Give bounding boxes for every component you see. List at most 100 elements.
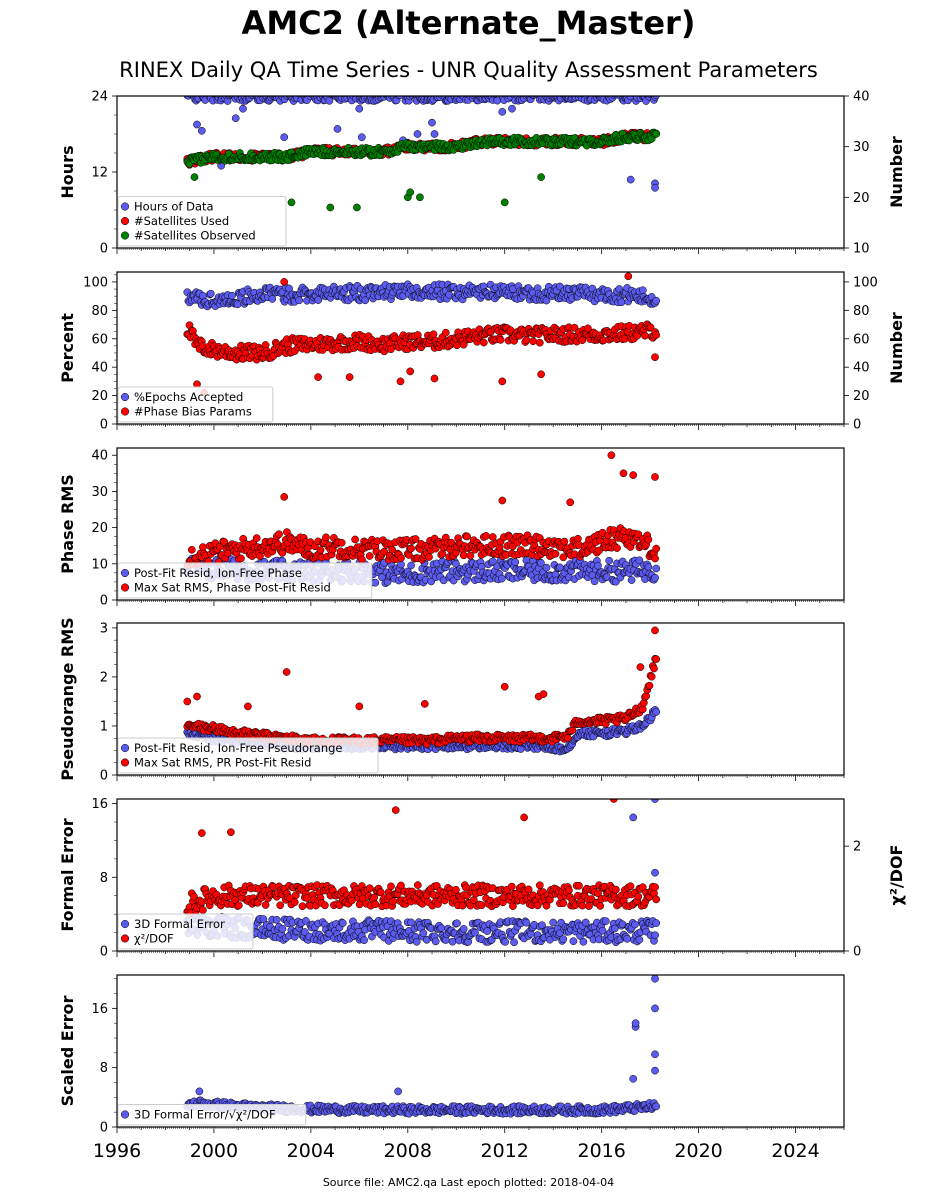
legend-marker	[120, 231, 130, 240]
point-hours-of-data	[540, 88, 547, 95]
point-max-sat-rms-phase-post-fit-resid	[351, 535, 359, 544]
legend-marker	[120, 407, 130, 416]
point-satellites-observed	[190, 173, 199, 181]
point-max-sat-rms-phase-post-fit-resid	[187, 545, 196, 554]
point-phase-bias-params	[529, 337, 537, 346]
y-right-tick-label: 30	[853, 140, 870, 155]
point-max-sat-rms-phase-post-fit-resid	[482, 532, 490, 540]
point-max-sat-rms-phase-post-fit-resid	[488, 533, 497, 541]
point-hours-of-data	[630, 96, 633, 97]
point-max-sat-rms-phase-post-fit-resid	[566, 498, 575, 507]
point-epochs-accepted	[206, 289, 215, 298]
point-hours-of-data	[504, 88, 511, 95]
point-post-fit-resid-ion-free-phase	[511, 558, 520, 566]
point-epochs-accepted	[295, 296, 304, 305]
point-hours-of-data	[316, 88, 323, 95]
legend: %Epochs Accepted#Phase Bias Params	[117, 386, 274, 423]
point-max-sat-rms-phase-post-fit-resid	[397, 554, 405, 562]
legend-entry: #Satellites Used	[134, 214, 229, 228]
point-hours-of-data	[210, 96, 214, 97]
point-hours-of-data	[428, 118, 436, 127]
point-phase-bias-params	[498, 377, 507, 386]
point-phase-bias-params	[441, 328, 450, 337]
y-tick-label: 12	[91, 166, 108, 181]
point-phase-bias-params	[396, 377, 405, 386]
point-post-fit-resid-ion-free-phase	[542, 563, 551, 572]
point-hours-of-data	[411, 96, 415, 97]
point-max-sat-rms-phase-post-fit-resid	[411, 535, 420, 543]
point-hours-of-data	[413, 130, 422, 138]
point-epochs-accepted	[268, 295, 277, 303]
point-hours-of-data	[652, 96, 660, 100]
point-max-sat-rms-phase-post-fit-resid	[322, 533, 330, 542]
y-right-tick-label: 0	[853, 418, 861, 433]
point-hours-of-data	[415, 96, 420, 97]
point-hours-of-data	[544, 96, 547, 97]
point-hours-of-data	[394, 88, 401, 95]
point-hours-of-data	[186, 88, 193, 95]
point-hours-of-data	[327, 88, 334, 95]
point-hours-of-data	[614, 96, 617, 97]
point-hours-of-data	[464, 96, 466, 97]
points-percent	[183, 272, 661, 397]
point-hours-of-data	[461, 96, 464, 97]
point-max-sat-rms-phase-post-fit-resid	[275, 530, 283, 539]
point-max-sat-rms-phase-post-fit-resid	[252, 534, 261, 542]
point-epochs-accepted	[652, 296, 661, 305]
point-hours-of-data	[299, 88, 306, 95]
point-hours-of-data	[510, 96, 515, 97]
y-right-tick-label: 20	[853, 389, 870, 404]
point-hours-of-data	[615, 88, 622, 95]
point-max-sat-rms-phase-post-fit-resid	[560, 537, 569, 546]
point-hours-of-data	[568, 96, 572, 97]
point-post-fit-resid-ion-free-phase	[537, 559, 545, 567]
point-hours-of-data	[203, 88, 210, 95]
point-hours-of-data	[262, 96, 267, 97]
point-phase-bias-params	[537, 370, 545, 379]
points-hours	[183, 87, 661, 212]
legend-entry: #Satellites Observed	[134, 229, 256, 243]
point-hours-of-data	[403, 96, 406, 97]
y-tick-label: 10	[91, 557, 108, 572]
point-hours-of-data	[374, 96, 376, 97]
point-hours-of-data	[651, 183, 659, 192]
point-post-fit-resid-ion-free-phase	[651, 573, 659, 582]
y-right-tick-label: 40	[853, 361, 870, 376]
point-hours-of-data	[333, 125, 342, 133]
point-hours-of-data	[259, 88, 266, 95]
point-hours-of-data	[549, 88, 556, 95]
point-hours-of-data	[396, 96, 404, 100]
point-post-fit-resid-ion-free-phase	[488, 557, 497, 566]
point-hours-of-data	[401, 96, 406, 97]
point-max-sat-rms-phase-post-fit-resid	[220, 537, 229, 546]
point-phase-bias-params	[430, 374, 439, 383]
point-satellites-observed	[537, 173, 545, 181]
point-epochs-accepted	[361, 296, 370, 305]
point-max-sat-rms-phase-post-fit-resid	[380, 547, 389, 556]
point-hours-of-data	[196, 87, 203, 94]
point-satellites-observed	[406, 188, 415, 197]
point-hours-of-data	[346, 89, 353, 96]
point-post-fit-resid-ion-free-phase	[627, 576, 636, 584]
point-max-sat-rms-phase-post-fit-resid	[551, 549, 560, 558]
point-max-sat-rms-phase-post-fit-resid	[651, 473, 659, 481]
y-right-tick-label: 80	[853, 304, 870, 319]
point-max-sat-rms-phase-post-fit-resid	[365, 552, 374, 560]
point-hours-of-data	[206, 96, 211, 97]
point-hours-of-data	[397, 88, 404, 95]
point-hours-of-data	[502, 88, 509, 95]
point-max-sat-rms-phase-post-fit-resid	[388, 545, 396, 554]
legend-entry: #Phase Bias Params	[134, 405, 252, 419]
point-max-sat-rms-phase-post-fit-resid	[613, 544, 621, 552]
point-hours-of-data	[570, 88, 577, 95]
point-max-sat-rms-phase-post-fit-resid	[559, 553, 568, 562]
point-epochs-accepted	[228, 291, 236, 300]
legend-box	[117, 386, 274, 423]
point-hours-of-data	[651, 96, 654, 97]
point-hours-of-data	[205, 96, 210, 97]
point-max-sat-rms-phase-post-fit-resid	[337, 538, 346, 547]
